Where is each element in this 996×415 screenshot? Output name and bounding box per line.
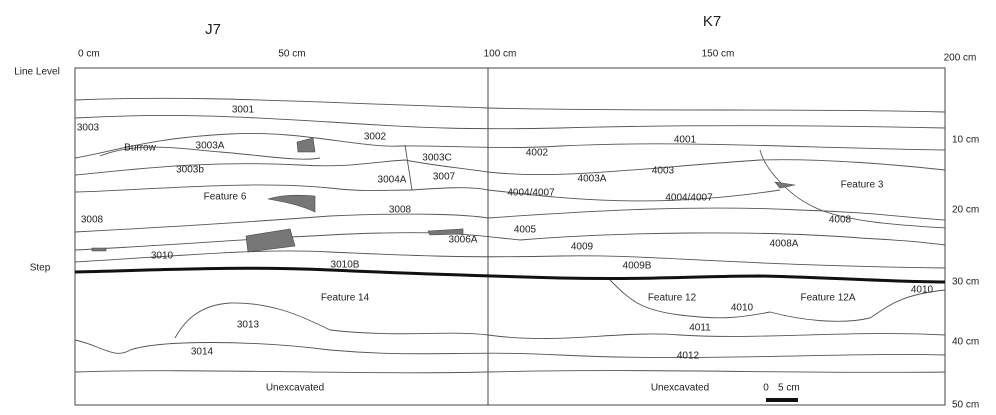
depth-scale-label: 20 cm (952, 205, 979, 216)
context-label: 3010B (331, 260, 360, 271)
context-label: 3010 (151, 251, 174, 262)
horizontal-scale-label: 0 cm (78, 49, 100, 60)
shaded-feature (246, 229, 295, 252)
grid-label: K7 (703, 13, 721, 30)
context-label: 4003A (578, 174, 607, 185)
context-label: 3003C (422, 153, 451, 164)
scale-bar-label: 0 (763, 383, 769, 394)
context-label: 4009 (571, 242, 594, 253)
shaded-feature (268, 195, 315, 212)
context-label: 3004A (378, 175, 407, 186)
context-label: Feature 14 (321, 293, 370, 304)
depth-scale-label: 50 cm (952, 400, 979, 411)
stratum-line (75, 115, 945, 128)
context-label: Unexcavated (266, 383, 324, 394)
context-label: 4008A (770, 239, 799, 250)
context-label: 4004/4007 (507, 188, 555, 199)
shaded-feature (297, 138, 315, 152)
context-label: 3003 (77, 123, 100, 134)
horizontal-scale-label: 150 cm (702, 49, 735, 60)
context-label: 4001 (674, 135, 697, 146)
horizontal-scale-label: 50 cm (278, 49, 305, 60)
depth-scale-label: 40 cm (952, 337, 979, 348)
context-label: 3001 (232, 105, 255, 116)
context-label: 3007 (433, 172, 456, 183)
stratum-line (75, 233, 945, 250)
context-label: Feature 12 (648, 293, 697, 304)
context-label: 3003b (176, 165, 204, 176)
scale-bar-label: 5 cm (778, 383, 800, 394)
side-label: Line Level (14, 67, 60, 78)
stratum-line (75, 251, 945, 268)
page: {"grid_labels": ["J7", "K7"], "horizonta… (0, 0, 996, 415)
context-label: 4002 (526, 148, 549, 159)
context-label: Burrow (124, 143, 156, 154)
shaded-feature (775, 182, 795, 188)
context-label: 4004/4007 (665, 193, 713, 204)
context-label: Feature 12A (800, 293, 855, 304)
context-label: 4005 (514, 225, 537, 236)
context-label: Feature 3 (841, 180, 884, 191)
context-label: 3013 (237, 320, 260, 331)
stratum-line (75, 371, 945, 373)
stratum-line (75, 160, 945, 175)
stratum-line (75, 208, 945, 232)
grid-label: J7 (205, 21, 221, 38)
context-label: 4003 (652, 166, 675, 177)
context-label: 3002 (364, 132, 387, 143)
context-label: 4009B (623, 261, 652, 272)
context-label: 3008 (389, 205, 412, 216)
context-label: 4010 (911, 285, 934, 296)
context-label: 4010 (731, 303, 754, 314)
context-label: Unexcavated (651, 383, 709, 394)
shaded-feature (92, 248, 106, 251)
side-label: Step (30, 263, 51, 274)
context-label: 3006A (449, 235, 478, 246)
scale-bar (766, 398, 798, 402)
context-label: 3003A (196, 141, 225, 152)
profile-drawing: J7 K7 0 cm 50 cm 100 cm 150 cm 200 cm 10 cm 20 c… (0, 0, 996, 415)
strata-lines (75, 98, 945, 372)
context-label: 4011 (689, 323, 711, 334)
depth-scale-label: 30 cm (952, 277, 979, 288)
context-label: 4008 (829, 215, 852, 226)
horizontal-scale-label: 100 cm (484, 49, 517, 60)
stratum-line (75, 98, 945, 112)
depth-scale-label: 10 cm (952, 135, 979, 146)
context-label: 3014 (191, 347, 214, 358)
context-label: 3008 (81, 215, 104, 226)
horizontal-scale-label: 200 cm (944, 53, 977, 64)
step-line (75, 268, 945, 282)
stratum-line (175, 303, 945, 339)
context-label: 4012 (677, 351, 700, 362)
context-label: Feature 6 (204, 192, 247, 203)
